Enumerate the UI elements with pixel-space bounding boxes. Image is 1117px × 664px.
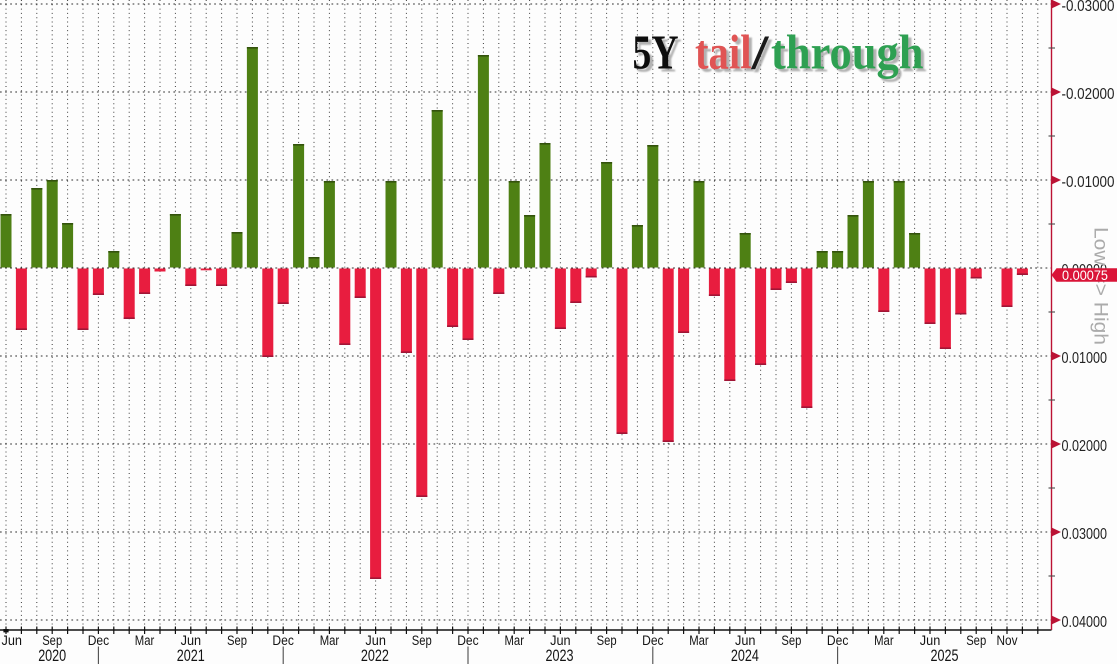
svg-text:Jun: Jun (365, 632, 386, 648)
svg-text:Jun: Jun (920, 632, 941, 648)
svg-text:/: / (750, 24, 770, 79)
svg-text:2020: 2020 (38, 647, 66, 664)
svg-text:through: through (771, 24, 924, 79)
svg-text:Dec: Dec (827, 632, 849, 648)
svg-text:2022: 2022 (361, 647, 389, 664)
svg-text:0.03000: 0.03000 (1062, 526, 1108, 543)
svg-text:Dec: Dec (457, 632, 479, 648)
svg-text:Jun: Jun (550, 632, 571, 648)
svg-text:Mar: Mar (135, 632, 155, 648)
svg-text:Sep: Sep (966, 632, 986, 648)
svg-text:-0.02000: -0.02000 (1062, 86, 1115, 103)
svg-text:-0.03000: -0.03000 (1062, 0, 1115, 15)
svg-text:2023: 2023 (546, 647, 574, 664)
svg-text:Sep: Sep (227, 632, 247, 648)
svg-text:Jun: Jun (181, 632, 202, 648)
svg-text:Dec: Dec (88, 632, 110, 648)
svg-text:0.04000: 0.04000 (1062, 614, 1108, 631)
svg-text:-0.01000: -0.01000 (1062, 174, 1115, 191)
svg-text:2021: 2021 (177, 647, 205, 664)
svg-text:Sep: Sep (42, 632, 62, 648)
svg-text:Mar: Mar (320, 632, 340, 648)
svg-text:tail: tail (698, 28, 755, 83)
svg-text:Sep: Sep (781, 632, 801, 648)
svg-text:2024: 2024 (731, 647, 759, 664)
svg-text:Nov: Nov (997, 632, 1018, 648)
svg-text:Sep: Sep (412, 632, 432, 648)
svg-text:0.00075: 0.00075 (1062, 267, 1108, 283)
svg-text:through: through (774, 28, 927, 83)
svg-text:5Y: 5Y (636, 28, 682, 83)
svg-text:Dec: Dec (642, 632, 664, 648)
svg-text:2025: 2025 (931, 647, 959, 664)
svg-text:Mar: Mar (689, 632, 709, 648)
svg-text:Jun: Jun (2, 632, 23, 648)
svg-text:Low => High: Low => High (1090, 227, 1112, 345)
svg-text:Sep: Sep (597, 632, 617, 648)
svg-text:Dec: Dec (272, 632, 294, 648)
svg-text:Mar: Mar (874, 632, 894, 648)
svg-text:Jun: Jun (735, 632, 756, 648)
svg-text:Mar: Mar (505, 632, 525, 648)
svg-text:0.01000: 0.01000 (1062, 350, 1108, 367)
svg-text:tail: tail (695, 24, 752, 79)
svg-text:/: / (753, 28, 773, 83)
svg-text:5Y: 5Y (633, 24, 679, 79)
svg-text:0.02000: 0.02000 (1062, 438, 1108, 455)
